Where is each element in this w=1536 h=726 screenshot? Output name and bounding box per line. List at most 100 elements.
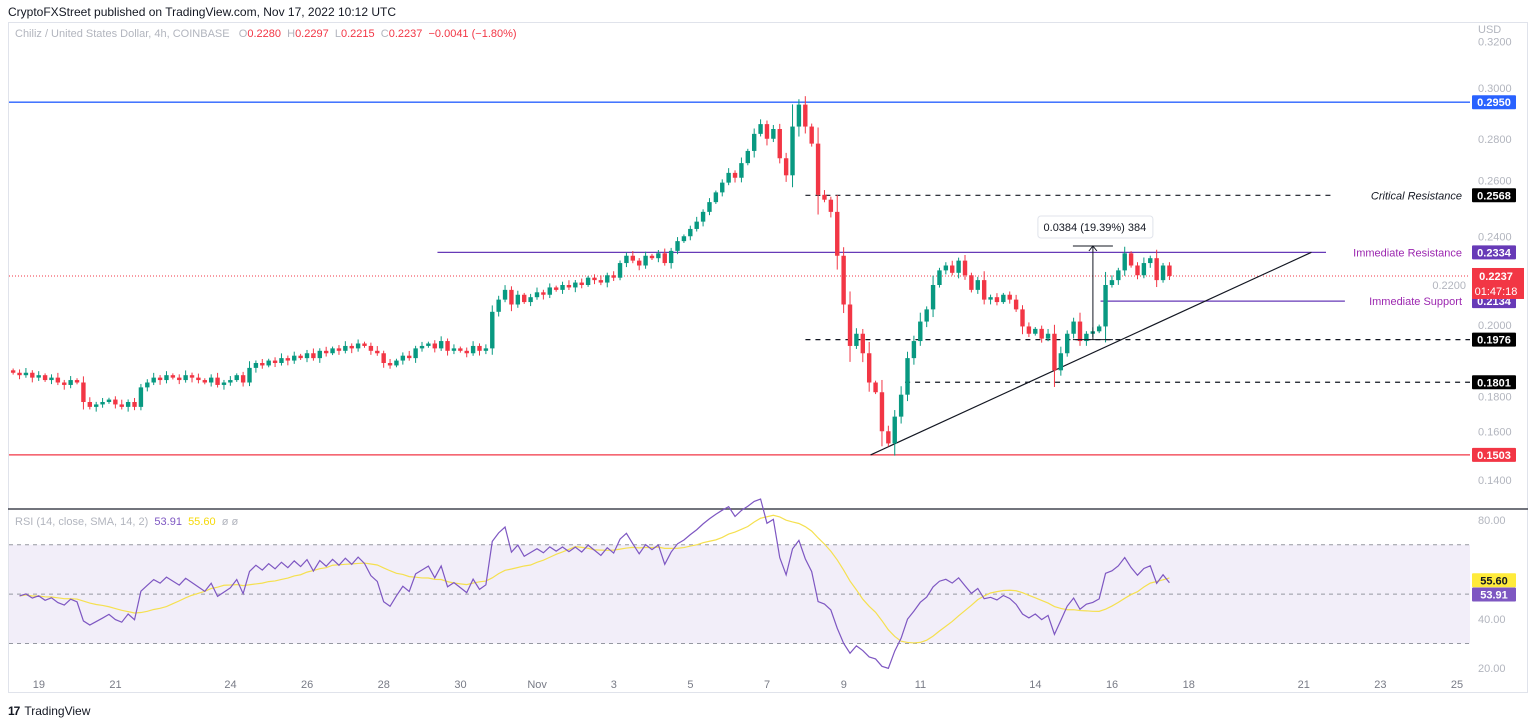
candle-body (617, 263, 623, 278)
candle-body (905, 358, 910, 395)
candle-body (611, 275, 616, 278)
candle-body (1058, 353, 1064, 371)
candle-body (560, 285, 565, 290)
candle-body (605, 275, 610, 283)
candle-body (1167, 265, 1172, 276)
candle-body (157, 377, 163, 381)
candle-body (522, 294, 527, 303)
candle-body (815, 143, 821, 195)
low-label: L (334, 28, 341, 40)
candle-body (1039, 328, 1044, 339)
candle-body (1122, 253, 1127, 271)
candle-body (189, 375, 195, 378)
candle-body (1065, 333, 1070, 354)
candle-body (55, 377, 61, 383)
candle-body (426, 343, 431, 346)
price-tick-label: 0.3000 (1478, 83, 1512, 95)
candle-body (215, 377, 220, 385)
price-tick-label: 0.2800 (1478, 134, 1512, 146)
candle-body (183, 375, 188, 381)
candle-body (125, 402, 131, 407)
candle-body (573, 282, 578, 288)
candle-body (956, 260, 961, 273)
current-price-tag-bg (1472, 267, 1524, 299)
candle-body (10, 370, 16, 373)
candle-body (458, 348, 463, 351)
candle-body (745, 150, 751, 164)
price-tick-label: 0.1600 (1478, 426, 1512, 438)
level-price-tag-bg (1472, 447, 1516, 462)
candle-body (783, 158, 789, 176)
candle-body (362, 343, 367, 346)
candle-body (330, 348, 335, 354)
candle-body (662, 253, 667, 264)
candle-body (81, 382, 86, 402)
candle-body (196, 377, 201, 381)
level-price-tag-bg (1472, 95, 1516, 110)
candle-body (1135, 265, 1140, 276)
measure-label-box (1037, 215, 1154, 239)
candle-body (132, 402, 137, 407)
candle-body (777, 129, 782, 159)
candle-body (138, 387, 144, 407)
level-price-tag: 0.1976 (1477, 335, 1511, 347)
candle-body (1128, 253, 1134, 266)
current-price-tag: 0.2237 (1479, 271, 1513, 283)
candle-body (1160, 265, 1166, 281)
date-tick-label: Nov (527, 679, 547, 691)
level-label: Immediate Support (1369, 296, 1462, 308)
price-tick-label: 0.1400 (1478, 475, 1512, 487)
candle-body (336, 348, 342, 351)
candle-body (311, 353, 316, 359)
candle-body (42, 375, 48, 381)
candle-body (438, 341, 444, 349)
candle-body (483, 348, 489, 351)
candle-body (943, 265, 949, 271)
level-price-tag: 0.2568 (1477, 190, 1511, 202)
level-price-tag: 0.1503 (1477, 450, 1511, 462)
candle-body (419, 345, 425, 349)
price-tick-label: 0.2200 (1432, 280, 1466, 292)
candle-body (1084, 333, 1089, 342)
candle-body (23, 372, 29, 376)
candle-body (1001, 294, 1006, 303)
candle-body (981, 280, 987, 300)
level-price-tag-bg (1472, 245, 1516, 260)
currency-label: USD (1478, 24, 1501, 36)
date-tick-label: 21 (109, 679, 121, 691)
candle-body (707, 202, 712, 212)
price-tick-label: 0.2000 (1478, 320, 1512, 332)
close-value: 0.2237 (388, 28, 423, 40)
candle-body (809, 126, 814, 144)
candle-body (375, 350, 380, 354)
candle-body (247, 367, 252, 383)
candle-body (106, 399, 112, 402)
rsi-label: RSI (14, close, SMA, 14, 2) (15, 516, 149, 528)
candle-body (694, 221, 699, 229)
candle-body (368, 345, 374, 351)
candle-body (592, 277, 597, 281)
level-price-tag: 0.1801 (1477, 377, 1511, 389)
candle-body (285, 358, 291, 361)
date-tick-label: 16 (1106, 679, 1118, 691)
candle-body (68, 380, 73, 385)
rsi-sma-tag: 55.60 (1480, 575, 1508, 587)
candle-body (355, 343, 361, 349)
tradingview-logo-icon: 17 (8, 704, 20, 718)
date-tick-label: 28 (378, 679, 390, 691)
candle-body (924, 309, 929, 322)
rsi-value-tag: 53.91 (1480, 589, 1508, 601)
candle-body (656, 253, 661, 259)
candle-body (675, 241, 680, 251)
candle-body (771, 129, 776, 139)
candle-body (407, 355, 412, 359)
candle-body (1148, 258, 1153, 264)
candle-body (113, 399, 118, 405)
candle-body (279, 358, 284, 363)
candle-body (841, 255, 846, 305)
candle-body (208, 377, 214, 383)
level-price-tag-bg (1472, 375, 1516, 390)
candle-body (272, 360, 278, 363)
date-tick-label: 23 (1374, 679, 1386, 691)
